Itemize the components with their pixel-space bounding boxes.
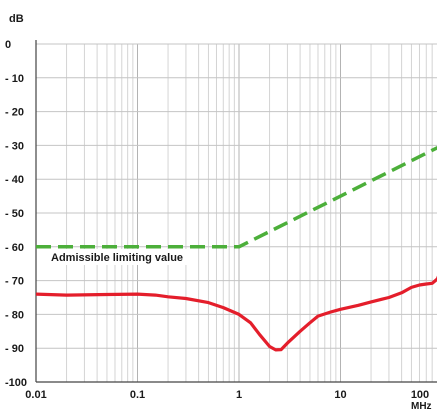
measured-attenuation-series bbox=[35, 275, 437, 352]
y-tick-label: - 40 bbox=[5, 174, 24, 186]
x-tick-label: 100 bbox=[411, 389, 429, 401]
x-tick-label: 0.01 bbox=[25, 389, 46, 401]
y-tick-label: - 80 bbox=[5, 309, 24, 321]
y-axis-label: dB bbox=[9, 13, 24, 25]
chart-axes: 0 - 10 - 20 - 30 - 40 - 50 - 60 - 70 - 80 - 90 -10… bbox=[5, 13, 437, 412]
y-tick-label: - 10 bbox=[5, 73, 24, 85]
x-tick-label: 0.1 bbox=[130, 389, 145, 401]
chart-grid bbox=[35, 43, 437, 383]
series-label: Admissible limiting value bbox=[51, 252, 183, 264]
chart-labels: Admissible limiting value bbox=[46, 249, 192, 265]
chart-series bbox=[35, 145, 437, 352]
y-tick-label: - 30 bbox=[5, 140, 24, 152]
y-tick-label: - 70 bbox=[5, 276, 24, 288]
limit-line-series bbox=[36, 145, 437, 249]
y-tick-label: -100 bbox=[5, 377, 27, 389]
y-tick-label: - 90 bbox=[5, 343, 24, 355]
x-tick-label: 10 bbox=[334, 389, 346, 401]
x-axis-unit: MHz bbox=[411, 401, 432, 412]
y-tick-label: - 60 bbox=[5, 242, 24, 254]
y-tick-label: - 20 bbox=[5, 107, 24, 119]
series-label-background bbox=[46, 249, 192, 265]
y-tick-label: 0 bbox=[5, 39, 11, 51]
y-tick-label: - 50 bbox=[5, 208, 24, 220]
x-tick-label: 1 bbox=[236, 389, 242, 401]
